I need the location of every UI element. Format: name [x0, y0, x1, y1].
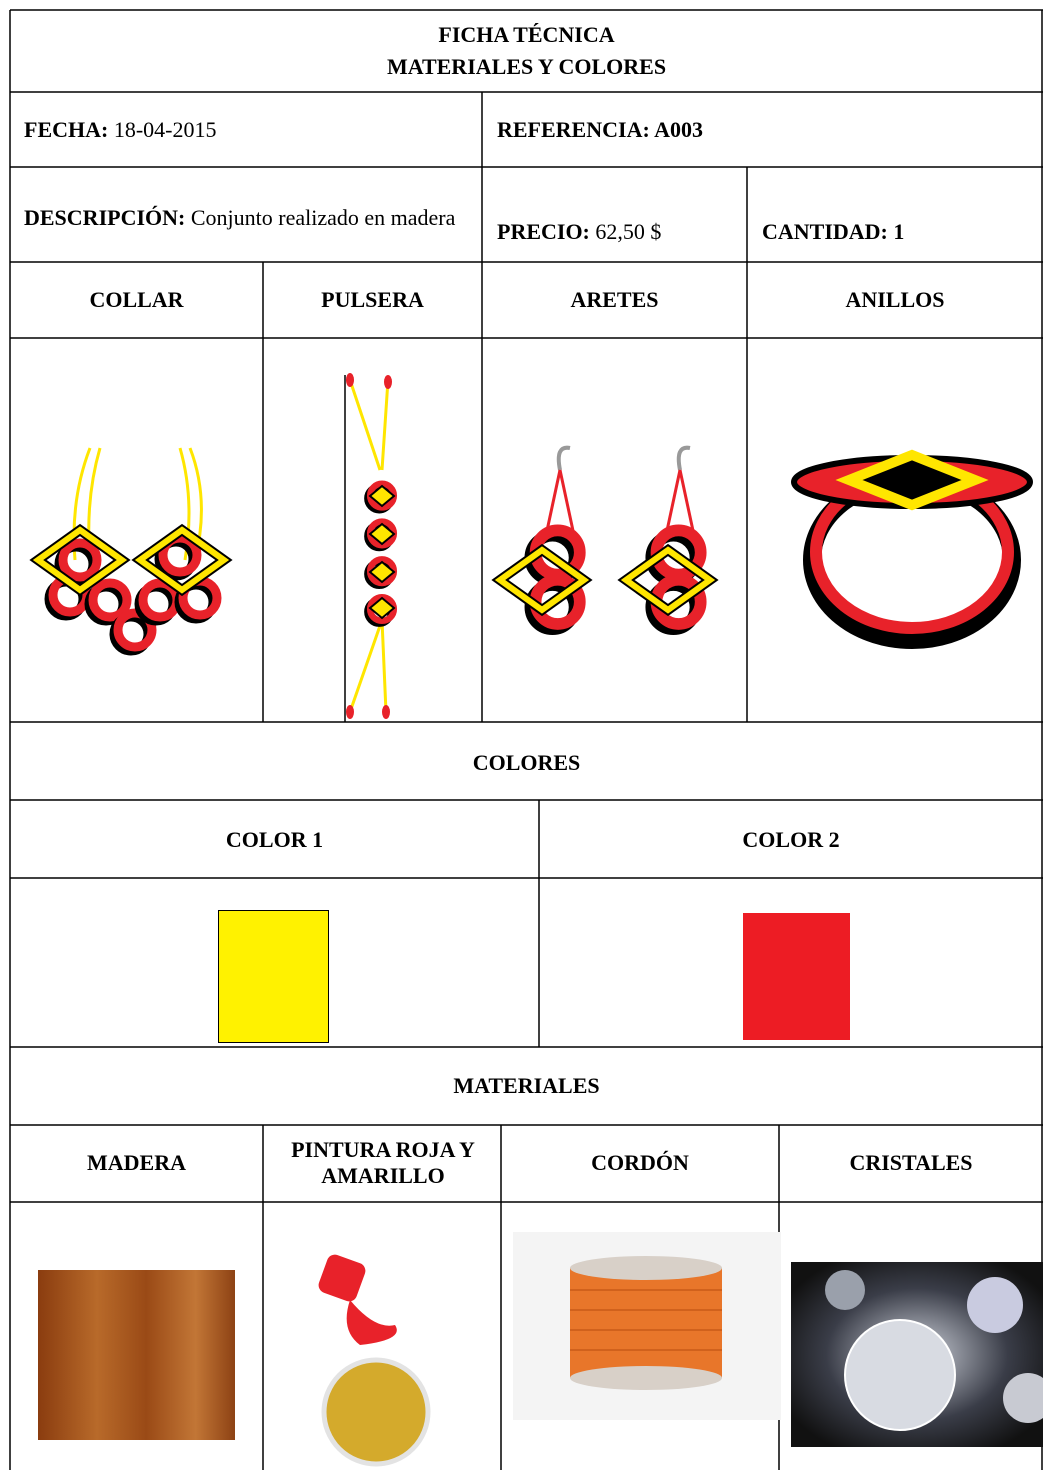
- color-label: COLOR 2: [742, 827, 840, 852]
- referencia: REFERENCIA: A003: [497, 117, 703, 142]
- color-swatch: [218, 910, 329, 1043]
- aretes-image: [500, 445, 710, 630]
- fecha: FECHA: 18-04-2015: [24, 117, 474, 143]
- anillos-image: [791, 449, 1033, 649]
- material-header: CRISTALES: [849, 1150, 973, 1175]
- color-swatch: [743, 913, 850, 1040]
- descripcion-value: Conjunto realizado en madera: [190, 205, 456, 230]
- product-header: ARETES: [570, 287, 659, 312]
- product-header: PULSERA: [321, 287, 424, 312]
- precio-label: PRECIO:: [497, 219, 590, 244]
- collar-image: [38, 447, 224, 651]
- fecha-label: FECHA:: [24, 117, 109, 142]
- fecha-value: 18-04-2015: [113, 117, 217, 142]
- pintura-image: [318, 1254, 431, 1467]
- madera-image: [38, 1270, 235, 1440]
- material-header: PINTURA ROJA Y AMARILLO: [291, 1137, 475, 1188]
- colors-title: COLORES: [472, 750, 581, 775]
- subtitle: MATERIALES Y COLORES: [386, 54, 667, 79]
- precio-value: 62,50 $: [595, 219, 662, 244]
- color-label: COLOR 1: [225, 827, 324, 852]
- title: FICHA TÉCNICA: [438, 22, 615, 47]
- descripcion: DESCRIPCIÓN: Conjunto realizado en mader…: [24, 205, 474, 231]
- pulsera-image: [344, 373, 394, 722]
- precio: PRECIO: 62,50 $: [497, 219, 742, 245]
- table-grid: [9, 9, 1043, 1470]
- cordon-image: [513, 1232, 781, 1420]
- product-header: COLLAR: [89, 287, 184, 312]
- product-header: ANILLOS: [845, 287, 945, 312]
- material-header: CORDÓN: [591, 1150, 689, 1175]
- material-header: MADERA: [87, 1150, 186, 1175]
- materials-title: MATERIALES: [453, 1073, 600, 1098]
- cristales-image: [791, 1262, 1043, 1447]
- descripcion-label: DESCRIPCIÓN:: [24, 205, 186, 230]
- cantidad: CANTIDAD: 1: [762, 219, 905, 244]
